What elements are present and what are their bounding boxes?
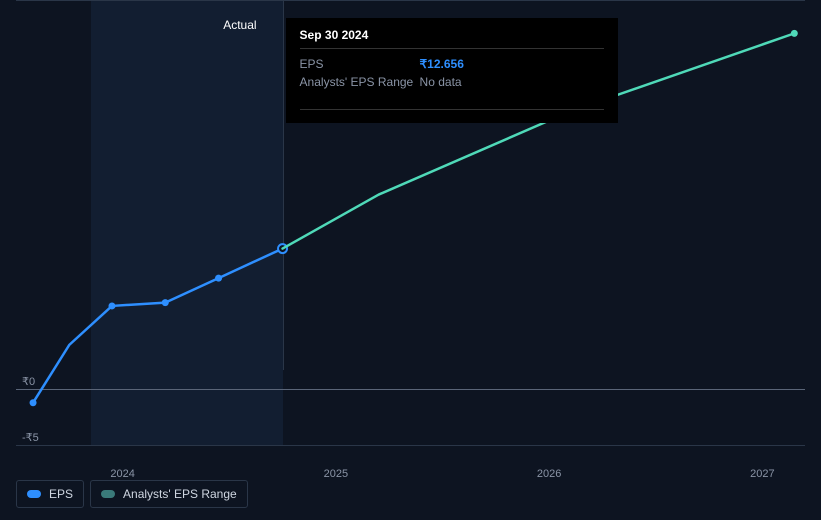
legend-label: Analysts' EPS Range bbox=[123, 487, 237, 501]
legend-item[interactable]: Analysts' EPS Range bbox=[90, 480, 248, 508]
tooltip-value: No data bbox=[420, 75, 462, 89]
tooltip-key: Analysts' EPS Range bbox=[300, 75, 420, 89]
x-axis-tick: 2024 bbox=[110, 468, 134, 480]
tooltip-key: EPS bbox=[300, 57, 420, 71]
x-axis-tick: 2027 bbox=[750, 468, 774, 480]
tooltip-row: Analysts' EPS RangeNo data bbox=[300, 73, 604, 91]
tooltip-divider bbox=[300, 109, 604, 113]
data-tooltip: Sep 30 2024 EPS₹12.656Analysts' EPS Rang… bbox=[286, 18, 618, 123]
eps-chart: ₹35₹0-₹5 Actual Analysts Forecasts 20242… bbox=[0, 0, 821, 520]
x-axis-tick: 2025 bbox=[324, 468, 348, 480]
tooltip-rows: EPS₹12.656Analysts' EPS RangeNo data bbox=[300, 55, 604, 91]
legend-swatch bbox=[27, 490, 41, 498]
tooltip-date: Sep 30 2024 bbox=[300, 28, 604, 49]
tooltip-row: EPS₹12.656 bbox=[300, 55, 604, 73]
legend-swatch bbox=[101, 490, 115, 498]
gridline bbox=[16, 445, 805, 446]
legend: EPS Analysts' EPS Range bbox=[16, 480, 248, 508]
x-axis-tick: 2026 bbox=[537, 468, 561, 480]
tooltip-value: ₹12.656 bbox=[420, 57, 464, 71]
legend-label: EPS bbox=[49, 487, 73, 501]
legend-item[interactable]: EPS bbox=[16, 480, 84, 508]
